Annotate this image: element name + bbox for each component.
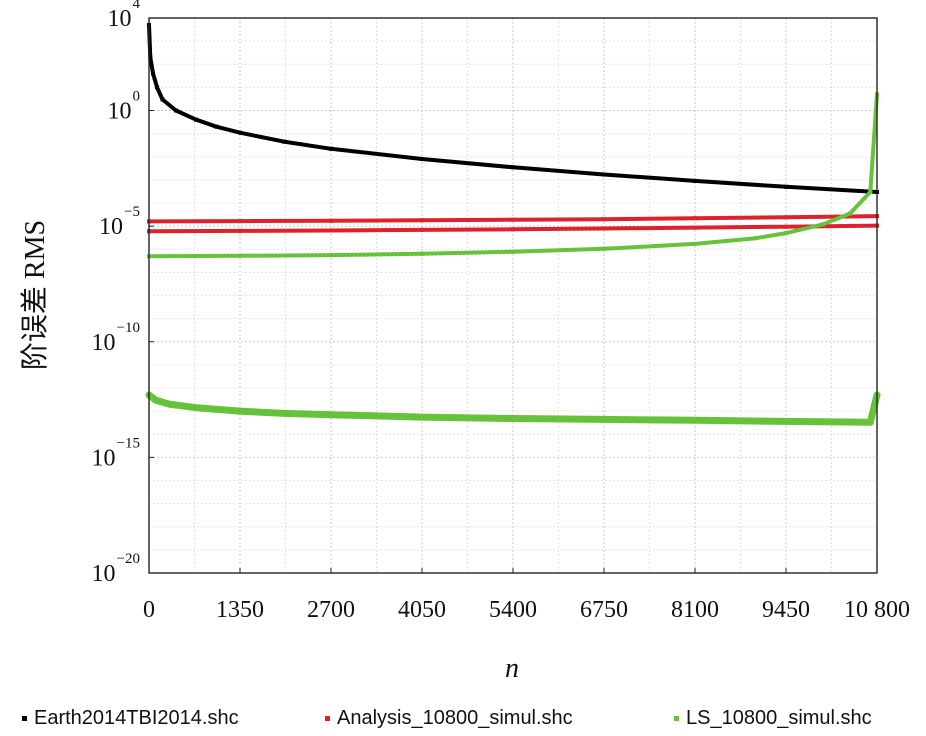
data-point [151,71,156,76]
x-tick-label: 4050 [398,597,446,623]
y-tick-exponent: −15 [117,435,140,451]
data-point [420,415,424,420]
data-point [784,184,788,189]
data-point [194,405,199,410]
y-tick-label: 10 [108,99,132,125]
data-point [753,236,758,241]
x-tick-label: 1350 [216,597,264,623]
data-point [329,228,333,233]
data-point [693,225,697,230]
data-point [155,85,160,90]
data-point [602,172,606,177]
data-point [602,417,606,422]
data-point [693,216,697,221]
data-point [281,411,286,416]
data-point [329,218,333,223]
data-point [784,215,788,220]
x-tick-label: 8100 [671,597,719,623]
x-tick-label: 0 [143,597,155,623]
data-point [420,227,424,232]
data-point [329,253,333,258]
x-tick-label: 2700 [307,597,355,623]
y-tick-exponent: −5 [124,204,140,220]
data-point [173,108,178,113]
x-tick-label: 5400 [489,597,537,623]
data-point [602,217,606,222]
data-point [511,217,515,222]
data-point [784,231,788,236]
data-point [784,419,788,424]
y-tick-label: 10 [92,561,116,587]
legend-marker [325,716,330,721]
legend-marker [22,716,27,721]
y-tick-label: 10 [92,330,116,356]
series-line [145,391,881,426]
data-point [420,156,424,161]
data-point [784,224,788,229]
data-point [194,117,199,122]
data-point [238,130,242,135]
grid-layer [148,17,878,574]
data-point [329,146,333,151]
x-axis-label: n [505,653,519,684]
data-point [420,251,424,256]
data-point [821,222,826,227]
data-point [238,219,242,224]
y-tick-exponent: 4 [133,0,141,12]
data-point [693,418,697,423]
y-tick-label: 10 [99,214,123,240]
data-point [511,165,515,170]
data-point [167,402,172,407]
data-point [511,227,515,232]
data-point [329,412,333,417]
series-layer [145,22,881,426]
data-point [214,124,219,129]
y-tick-exponent: 0 [133,89,141,105]
legend-label: Analysis_10800_simul.shc [337,707,573,729]
y-tick-label: 10 [92,445,116,471]
y-tick-exponent: −10 [117,320,140,336]
data-point [602,246,606,251]
legend-marker [674,716,679,721]
data-point [153,398,158,403]
data-point [238,409,242,414]
data-point [693,178,697,183]
x-tick-label: 6750 [580,597,628,623]
x-tick-label: 9450 [762,597,810,623]
legend-label: Earth2014TBI2014.shc [34,707,239,729]
data-point [511,416,515,421]
data-point [148,55,153,60]
data-point [848,211,853,216]
axis-layer: 0 1350 2700 4050 5400 6750 8100 9450 10 80041001… [92,0,910,623]
data-point [238,253,242,258]
y-axis-label: 阶误差 RMS [19,220,51,370]
legend: Earth2014TBI2014.shc Analysis_10800_simul… [22,707,872,729]
data-point [238,228,242,233]
data-point [868,420,873,425]
data-point [160,97,165,102]
data-point [281,139,286,144]
data-point [602,226,606,231]
data-point [420,218,424,223]
y-tick-exponent: −20 [117,551,140,567]
legend-label: LS_10800_simul.shc [686,707,872,729]
y-tick-label: 10 [108,6,132,32]
data-point [693,241,697,246]
data-point [868,189,873,194]
x-tick-label: 10 800 [844,597,910,623]
data-point [511,249,515,254]
